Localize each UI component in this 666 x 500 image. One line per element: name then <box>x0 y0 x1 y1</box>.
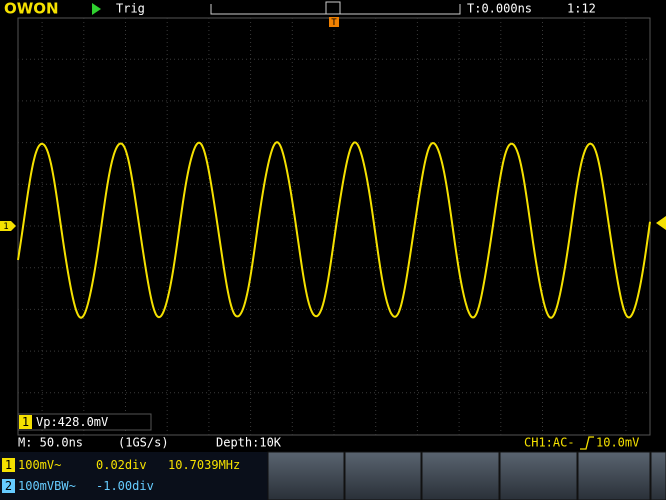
ch1-id: 1 <box>5 458 12 472</box>
edge-icon <box>580 436 594 450</box>
grid <box>18 18 650 435</box>
channel-marker <box>0 221 16 231</box>
trigger-marker <box>329 17 339 27</box>
ch2-id: 2 <box>5 479 12 493</box>
trigger-level-marker <box>656 216 666 230</box>
measure-box <box>17 413 152 431</box>
trigger-source: CH1:AC- <box>524 436 575 450</box>
softkey[interactable] <box>267 451 345 500</box>
softkey[interactable] <box>499 451 578 500</box>
trigger-mode: Trig <box>116 2 145 16</box>
sample-rate: (1GS/s) <box>118 436 169 450</box>
view-window <box>325 1 341 15</box>
ch1-badge <box>2 458 15 472</box>
softkey[interactable] <box>344 451 422 500</box>
channel-panel <box>0 452 268 500</box>
measure-value: Vp:428.0mV <box>36 415 108 429</box>
ch2-scale: 100mVBW~ <box>18 479 76 493</box>
ch2-badge <box>2 479 15 493</box>
trigger-marker-label: T <box>331 18 337 28</box>
time-offset: T:0.000ns <box>467 2 532 16</box>
depth: Depth:10K <box>216 436 282 450</box>
channel-marker-label: 1 <box>3 222 8 232</box>
brand: OWON <box>4 0 59 18</box>
timebase: M: 50.0ns <box>18 436 83 450</box>
softkeys <box>267 451 666 500</box>
measure-badge <box>19 415 32 429</box>
ch2-offset: -1.00div <box>96 479 154 493</box>
ch1-scale: 100mV~ <box>18 458 61 472</box>
softkey[interactable] <box>577 451 651 500</box>
ch1-offset: 0.02div <box>96 458 147 472</box>
clock: 1:12 <box>567 2 596 16</box>
trigger-level: 10.0mV <box>596 436 639 450</box>
waveform <box>17 141 651 319</box>
softkey[interactable] <box>650 451 666 500</box>
run-icon <box>92 3 101 15</box>
ch1-frequency: 10.7039MHz <box>168 458 240 472</box>
measure-channel: 1 <box>22 415 29 429</box>
softkey[interactable] <box>421 451 500 500</box>
